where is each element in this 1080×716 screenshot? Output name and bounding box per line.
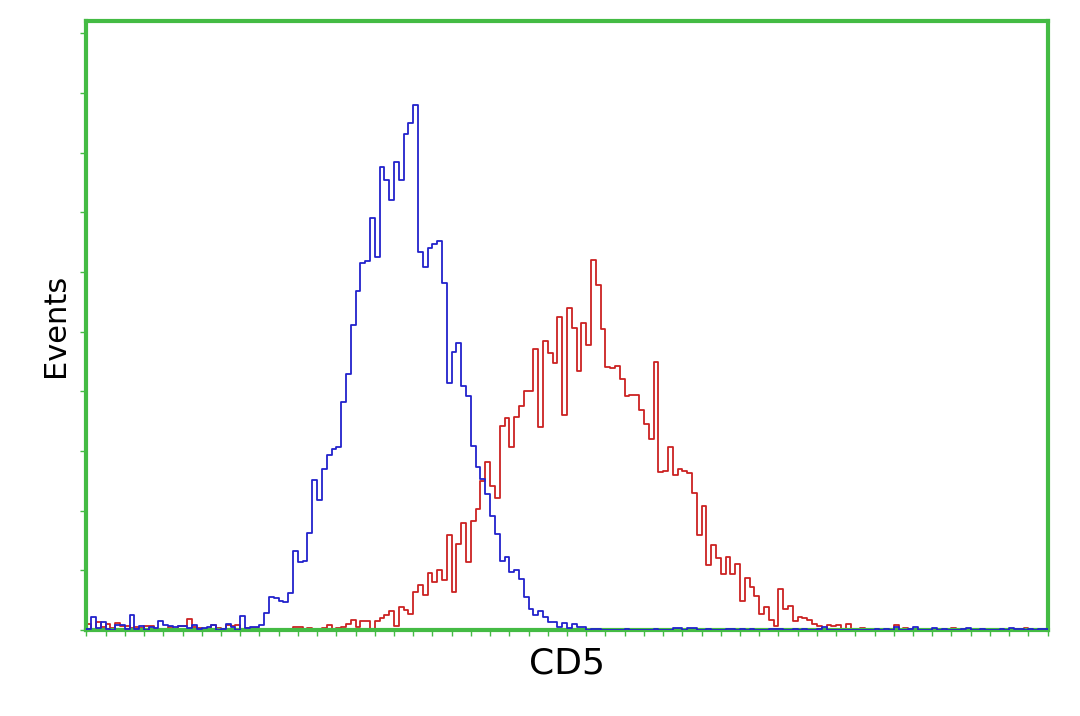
- Y-axis label: Events: Events: [41, 274, 70, 377]
- X-axis label: CD5: CD5: [529, 647, 605, 681]
